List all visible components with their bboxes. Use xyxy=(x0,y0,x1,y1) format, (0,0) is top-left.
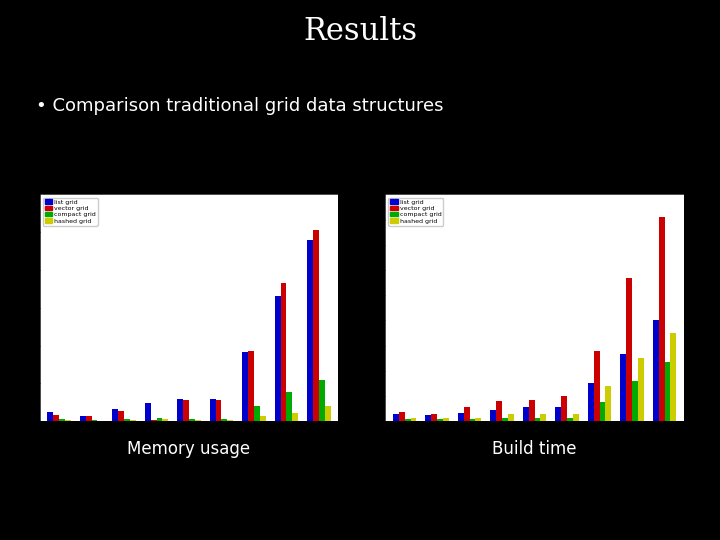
Bar xyxy=(561,396,567,421)
Legend: list grid, vector grid, compact grid, hashed grid: list grid, vector grid, compact grid, ha… xyxy=(42,198,98,226)
Bar xyxy=(567,418,573,421)
Bar xyxy=(594,350,600,421)
Text: • Comparison traditional grid data structures: • Comparison traditional grid data struc… xyxy=(36,97,444,115)
Bar xyxy=(222,419,228,421)
Bar xyxy=(163,419,168,421)
Bar xyxy=(621,354,626,421)
Bar xyxy=(410,418,416,421)
Bar xyxy=(638,358,644,421)
Bar xyxy=(600,402,606,421)
Bar xyxy=(183,401,189,421)
Bar xyxy=(260,416,266,421)
Bar xyxy=(130,420,136,421)
Bar xyxy=(254,406,260,421)
Y-axis label: memory usage (MB): memory usage (MB) xyxy=(11,272,17,343)
Bar xyxy=(189,419,195,421)
Bar xyxy=(555,407,561,421)
Bar xyxy=(281,283,287,421)
Bar xyxy=(665,362,670,421)
Bar xyxy=(528,400,534,421)
Bar xyxy=(307,240,313,421)
Bar xyxy=(292,413,298,421)
Bar xyxy=(534,418,541,421)
Bar xyxy=(319,380,325,421)
Bar xyxy=(313,230,319,421)
Bar xyxy=(145,403,150,421)
Legend: list grid, vector grid, compact grid, hashed grid: list grid, vector grid, compact grid, ha… xyxy=(388,198,444,226)
Bar xyxy=(242,352,248,421)
Text: Build time: Build time xyxy=(492,440,577,458)
Bar xyxy=(325,406,330,421)
Bar xyxy=(405,418,410,421)
Bar xyxy=(573,414,579,421)
Bar xyxy=(59,419,65,421)
Title: Build time for different methods and scenes: Build time for different methods and sce… xyxy=(457,187,612,193)
Bar xyxy=(177,400,183,421)
Bar xyxy=(210,399,215,421)
Bar xyxy=(275,295,281,421)
Bar xyxy=(80,416,86,421)
Bar xyxy=(112,409,118,421)
Bar xyxy=(437,418,443,421)
Bar xyxy=(443,418,449,421)
Bar xyxy=(541,414,546,421)
Bar xyxy=(118,411,124,421)
Bar xyxy=(632,381,638,421)
Text: Results: Results xyxy=(303,16,417,47)
Title: Memory usage for different methods and scenes: Memory usage for different methods and s… xyxy=(104,187,274,193)
Bar xyxy=(248,351,254,421)
Bar xyxy=(502,418,508,421)
Bar xyxy=(150,420,156,421)
Text: Memory usage: Memory usage xyxy=(127,440,251,458)
Bar xyxy=(653,320,659,421)
Bar xyxy=(156,418,163,421)
Bar xyxy=(458,413,464,421)
Bar xyxy=(228,420,233,421)
Bar xyxy=(606,386,611,421)
Bar xyxy=(475,418,482,421)
Bar xyxy=(464,407,469,421)
Y-axis label: build time (s): build time (s) xyxy=(362,285,369,331)
Bar xyxy=(496,401,502,421)
Bar xyxy=(48,411,53,421)
Bar xyxy=(508,414,514,421)
Bar xyxy=(670,333,676,421)
Bar xyxy=(86,416,91,421)
Bar xyxy=(426,415,431,421)
Bar xyxy=(399,412,405,421)
Bar xyxy=(431,414,437,421)
Bar xyxy=(490,410,496,421)
Bar xyxy=(124,419,130,421)
Bar xyxy=(91,420,97,421)
Bar xyxy=(215,401,222,421)
Bar xyxy=(523,407,528,421)
Bar xyxy=(626,278,632,421)
Bar xyxy=(53,415,59,421)
Bar xyxy=(287,392,292,421)
Bar xyxy=(469,418,475,421)
Bar xyxy=(393,414,399,421)
Bar xyxy=(659,217,665,421)
Bar xyxy=(588,383,594,421)
Bar xyxy=(65,420,71,421)
Bar xyxy=(195,420,201,421)
